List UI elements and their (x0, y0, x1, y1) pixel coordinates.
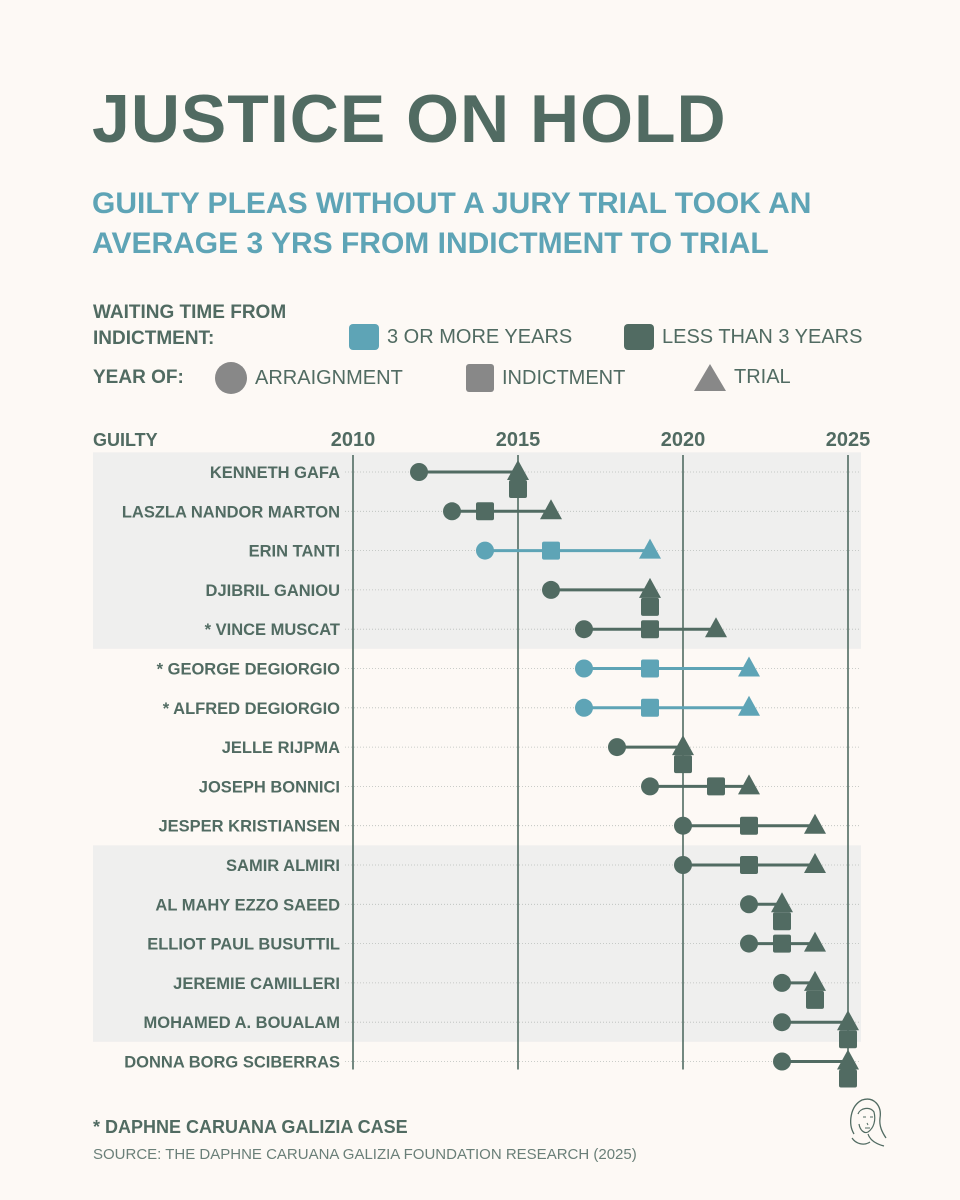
row-header: GUILTY (93, 430, 158, 450)
trial-marker (804, 853, 826, 873)
row-label: SAMIR ALMIRI (226, 857, 340, 875)
trial-marker (738, 656, 760, 677)
trial-marker (771, 892, 793, 913)
row-label: LASZLA NANDOR MARTON (122, 503, 340, 521)
trial-marker (705, 617, 727, 638)
trial-marker (540, 499, 562, 520)
triangle-icon (694, 364, 726, 391)
trial-marker (639, 538, 661, 559)
page-title: JUSTICE ON HOLD (92, 81, 727, 157)
legend-arraignment: ARRAIGNMENT (215, 362, 403, 394)
arraignment-marker (674, 856, 692, 874)
row-label: JOSEPH BONNICI (199, 778, 340, 796)
indictment-marker (641, 620, 659, 639)
row-label: AL MAHY EZZO SAEED (155, 896, 340, 914)
row-label: ELLIOT PAUL BUSUTTIL (147, 936, 340, 954)
circle-icon (215, 362, 247, 394)
legend-year-of-label: YEAR OF: (93, 367, 184, 388)
row-label: JESPER KRISTIANSEN (158, 818, 340, 836)
x-tick-label: 2025 (826, 429, 871, 451)
page-subtitle: GUILTY PLEAS WITHOUT A JURY TRIAL TOOK A… (92, 187, 812, 260)
indictment-marker (707, 777, 725, 796)
row-label: JELLE RIJPMA (222, 739, 340, 757)
indictment-marker (641, 597, 659, 616)
arraignment-marker (740, 895, 758, 914)
x-tick-label: 2020 (661, 429, 706, 451)
indictment-marker (509, 480, 527, 498)
indictment-marker (641, 698, 659, 717)
legend-arraignment-label: ARRAIGNMENT (255, 366, 403, 389)
indictment-marker (806, 990, 824, 1009)
arraignment-marker (575, 698, 593, 717)
legend-less-label: LESS THAN 3 YEARS (662, 325, 863, 348)
indictment-marker (839, 1069, 857, 1088)
indictment-marker (542, 541, 560, 560)
arraignment-marker (443, 502, 461, 521)
trial-marker (804, 931, 826, 952)
arraignment-marker (641, 777, 659, 796)
arraignment-marker (575, 659, 593, 678)
square-icon (466, 364, 494, 392)
trial-marker (837, 1010, 859, 1031)
row-label: MOHAMED A. BOUALAM (144, 1014, 340, 1032)
indictment-marker (740, 816, 758, 835)
footnote: * DAPHNE CARUANA GALIZIA CASE (93, 1117, 408, 1137)
row-label: KENNETH GAFA (210, 464, 340, 482)
portrait-icon (850, 1098, 887, 1147)
legend-indictment: INDICTMENT (466, 364, 625, 392)
arraignment-marker (608, 738, 626, 757)
arraignment-marker (773, 1052, 791, 1071)
arraignment-marker (476, 541, 494, 560)
legend-less-than-three: LESS THAN 3 YEARS (624, 324, 862, 350)
x-tick-label: 2015 (496, 429, 541, 451)
row-label: * GEORGE DEGIORGIO (157, 661, 341, 679)
arraignment-marker (410, 463, 428, 481)
row-label: JEREMIE CAMILLERI (173, 975, 340, 993)
trial-marker (738, 774, 760, 795)
legend-waiting-label: WAITING TIME FROM INDICTMENT: (93, 302, 287, 349)
legend-trial-label: TRIAL (734, 366, 791, 388)
row-label: * ALFRED DEGIORGIO (163, 700, 340, 718)
legend-indictment-label: INDICTMENT (502, 366, 626, 389)
arraignment-marker (575, 620, 593, 639)
trial-marker (804, 970, 826, 991)
arraignment-marker (740, 934, 758, 953)
indictment-marker (839, 1030, 857, 1049)
legend-three-plus-label: 3 OR MORE YEARS (387, 325, 573, 348)
legend-three-plus-swatch (349, 324, 379, 350)
indictment-marker (641, 659, 659, 678)
x-tick-label: 2010 (331, 429, 376, 451)
legend-trial: TRIAL (694, 364, 791, 391)
trial-marker (639, 577, 661, 598)
trial-marker (672, 735, 694, 756)
row-label: * VINCE MUSCAT (205, 621, 340, 639)
arraignment-marker (773, 973, 791, 992)
trial-marker (837, 1049, 859, 1070)
timeline-chart: GUILTY 2010 2015 2020 2025 KENNETH GAFA LASZLA… (93, 429, 871, 1088)
arraignment-marker (542, 580, 560, 599)
indictment-marker (740, 856, 758, 874)
indictment-marker (773, 934, 791, 953)
trial-marker (804, 813, 826, 834)
source-note: SOURCE: THE DAPHNE CARUANA GALIZIA FOUND… (93, 1146, 637, 1163)
row-label: DJIBRIL GANIOU (206, 582, 340, 600)
indictment-marker (773, 912, 791, 931)
arraignment-marker (773, 1013, 791, 1032)
legend-less-swatch (624, 324, 654, 350)
indictment-marker (674, 755, 692, 774)
legend-three-plus: 3 OR MORE YEARS (349, 324, 572, 350)
trial-marker (738, 695, 760, 716)
row-label: ERIN TANTI (249, 543, 340, 561)
row-label: DONNA BORG SCIBERRAS (124, 1054, 340, 1072)
arraignment-marker (674, 816, 692, 835)
trial-marker (507, 460, 529, 480)
indictment-marker (476, 502, 494, 521)
